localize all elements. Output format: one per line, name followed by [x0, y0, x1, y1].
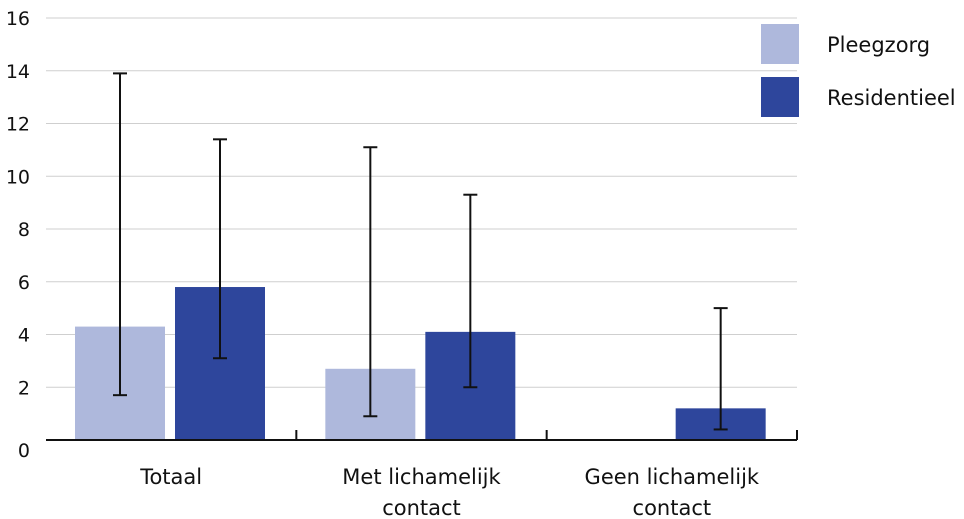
category-label-line: Totaal	[139, 465, 202, 489]
x-axis	[46, 430, 798, 441]
category-label-line: Geen lichamelijk	[585, 465, 760, 489]
category-label-line: contact	[382, 496, 461, 519]
y-tick-label: 16	[6, 8, 30, 30]
category-label: Met lichamelijk contact	[342, 465, 501, 519]
legend: Pleegzorg Residentieel	[761, 24, 956, 117]
legend-label: Pleegzorg	[827, 33, 930, 57]
bars	[75, 287, 766, 440]
y-tick-label: 14	[6, 61, 30, 83]
y-tick-label: 8	[18, 219, 30, 241]
legend-label: Residentieel	[827, 86, 956, 110]
y-axis-tick-labels: 0 2 4 6 8 10 12 14 16	[6, 8, 30, 462]
category-label-line: contact	[633, 496, 712, 519]
y-tick-label: 10	[6, 166, 30, 188]
error-bars	[113, 72, 728, 431]
legend-swatch	[761, 77, 799, 117]
category-label: Totaal	[139, 465, 202, 489]
gridlines	[46, 17, 797, 388]
category-label-line: Met lichamelijk	[342, 465, 501, 489]
y-tick-label: 2	[18, 377, 30, 399]
y-tick-label: 4	[18, 325, 30, 347]
y-tick-label: 0	[18, 440, 30, 462]
y-tick-label: 6	[18, 272, 30, 294]
y-tick-label: 12	[6, 114, 30, 136]
category-label: Geen lichamelijk contact	[585, 465, 760, 519]
legend-swatch	[761, 24, 799, 64]
